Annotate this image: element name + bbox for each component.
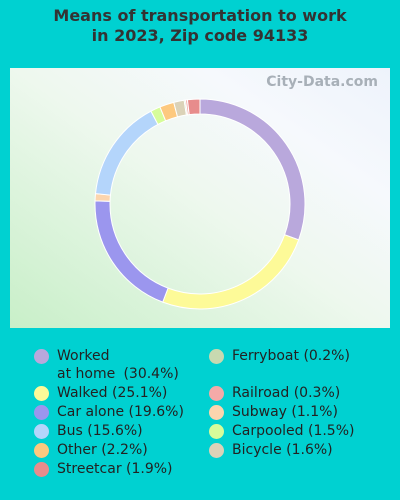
legend-swatch (209, 386, 224, 401)
legend-value: (0.2%) (303, 348, 350, 364)
legend-label: Walked (57, 385, 108, 401)
legend-label: Worked at home (57, 348, 116, 382)
donut-segment (94, 110, 159, 196)
legend-value: (0.3%) (293, 385, 341, 401)
legend-text: Subway (1.1%) (232, 403, 338, 421)
legend-item: Bus (15.6%) (34, 422, 209, 440)
legend-label: Ferryboat (232, 348, 299, 364)
legend-label: Streetcar (57, 461, 122, 477)
legend-text: Streetcar (1.9%) (57, 460, 173, 478)
legend-value: (2.2%) (101, 442, 148, 458)
legend-text: Carpooled (1.5%) (232, 422, 354, 440)
legend-label: Bicycle (232, 442, 282, 458)
legend-swatch (34, 349, 49, 364)
legend-swatch (209, 443, 224, 458)
donut-segment (199, 98, 306, 241)
legend-item: Other (2.2%) (34, 441, 209, 459)
legend-value: (1.1%) (291, 404, 338, 420)
legend-text: Car alone (19.6%) (57, 403, 184, 421)
legend-text: Ferryboat (0.2%) (232, 347, 350, 365)
legend-text: Bus (15.6%) (57, 422, 143, 440)
legend-value: (15.6%) (87, 423, 143, 439)
legend-text: Worked at home (30.4%) (57, 347, 179, 383)
donut-segment (186, 98, 201, 116)
legend-item: Railroad (0.3%) (209, 384, 384, 402)
legend-label: Car alone (57, 404, 125, 420)
legend-label: Carpooled (232, 423, 304, 439)
chart-title: Means of transportation to work in 2023,… (53, 6, 347, 45)
legend: Worked at home (30.4%) Walked (25.1%) Car … (34, 347, 384, 478)
legend-text: Walked (25.1%) (57, 384, 167, 402)
legend-value: (1.9%) (126, 461, 173, 477)
legend-value: (1.6%) (286, 442, 333, 458)
legend-value: (19.6%) (128, 404, 184, 420)
legend-swatch (34, 424, 49, 439)
legend-swatch (34, 405, 49, 420)
legend-item: Streetcar (1.9%) (34, 460, 209, 478)
legend-label: Other (57, 442, 97, 458)
legend-text: Other (2.2%) (57, 441, 148, 459)
legend-item: Walked (25.1%) (34, 384, 209, 402)
legend-item: Car alone (19.6%) (34, 403, 209, 421)
legend-swatch (209, 424, 224, 439)
legend-swatch (34, 386, 49, 401)
legend-value: (1.5%) (307, 423, 355, 439)
legend-label: Railroad (232, 385, 290, 401)
legend-label: Subway (232, 404, 287, 420)
donut-segment (162, 234, 300, 310)
legend-item: Carpooled (1.5%) (209, 422, 384, 440)
plot-area: City-Data.com (10, 68, 390, 328)
legend-item: Ferryboat (0.2%) (209, 347, 384, 383)
legend-item: Bicycle (1.6%) (209, 441, 384, 459)
donut-segment (94, 200, 169, 303)
donut-chart (94, 98, 306, 310)
legend-swatch (209, 405, 224, 420)
legend-item: Worked at home (30.4%) (34, 347, 209, 383)
watermark: City-Data.com (266, 74, 378, 90)
legend-item: Subway (1.1%) (209, 403, 384, 421)
legend-swatch (209, 349, 224, 364)
legend-swatch (34, 443, 49, 458)
legend-swatch (34, 462, 49, 477)
legend-text: Railroad (0.3%) (232, 384, 340, 402)
legend-value: (30.4%) (123, 366, 179, 382)
legend-value: (25.1%) (111, 385, 168, 401)
legend-text: Bicycle (1.6%) (232, 441, 333, 459)
legend-label: Bus (57, 423, 83, 439)
